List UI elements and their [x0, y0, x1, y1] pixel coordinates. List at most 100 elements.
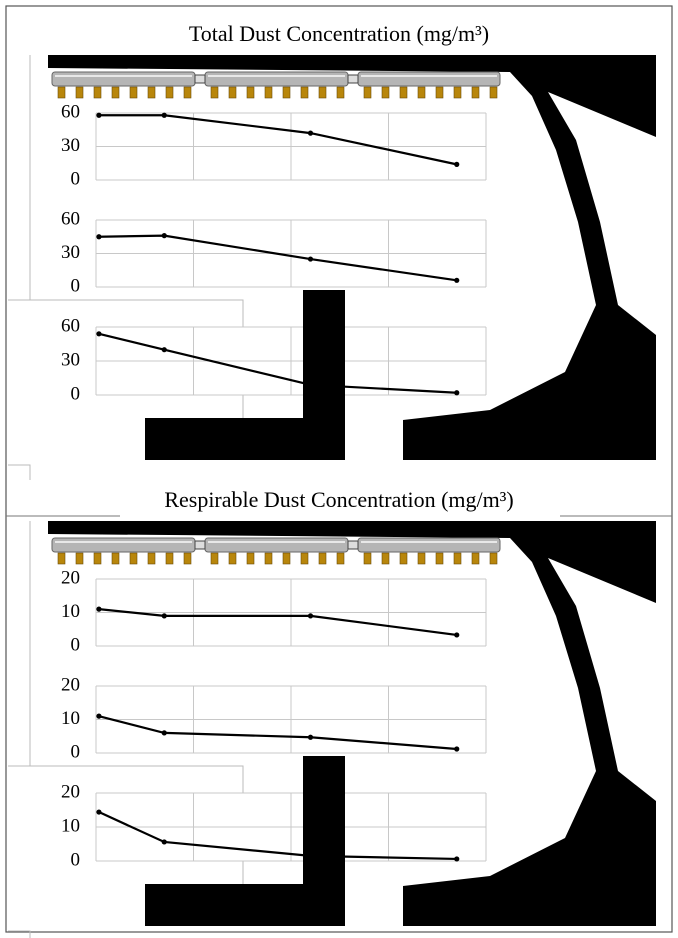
- nozzle: [364, 87, 371, 98]
- nozzle: [382, 87, 389, 98]
- chart: Total Dust Concentration (mg/m³) 0 30 60 0 30…: [0, 0, 678, 938]
- nozzle: [319, 87, 326, 98]
- data-point: [162, 839, 167, 844]
- data-point: [162, 730, 167, 735]
- panel: Respirable Dust Concentration (mg/m³) 0 10…: [8, 486, 656, 938]
- y-tick-label: 20: [61, 674, 80, 695]
- panel-title: Total Dust Concentration (mg/m³): [189, 21, 489, 46]
- y-tick-label: 10: [61, 601, 80, 622]
- data-point: [162, 613, 167, 618]
- nozzle: [211, 553, 218, 564]
- data-point: [454, 856, 459, 861]
- data-point: [308, 735, 313, 740]
- panel-title: Respirable Dust Concentration (mg/m³): [164, 487, 513, 512]
- nozzle: [454, 553, 461, 564]
- nozzle: [283, 553, 290, 564]
- y-tick-label: 60: [61, 208, 80, 229]
- y-tick-label: 0: [71, 275, 81, 296]
- nozzle: [337, 553, 344, 564]
- data-point: [308, 256, 313, 261]
- data-point: [454, 278, 459, 283]
- data-point: [454, 632, 459, 637]
- data-point: [96, 714, 101, 719]
- nozzle: [436, 553, 443, 564]
- nozzle: [265, 87, 272, 98]
- pillar-overlay: [303, 756, 345, 926]
- nozzle: [319, 553, 326, 564]
- data-point: [96, 331, 101, 336]
- y-tick-label: 0: [71, 741, 81, 762]
- nozzle: [472, 87, 479, 98]
- data-point: [96, 607, 101, 612]
- data-point: [454, 390, 459, 395]
- y-tick-label: 0: [71, 168, 81, 189]
- data-point: [162, 113, 167, 118]
- nozzle: [130, 553, 137, 564]
- nozzle: [247, 553, 254, 564]
- y-tick-label: 10: [61, 708, 80, 729]
- panel: Total Dust Concentration (mg/m³) 0 30 60 0 30…: [8, 20, 656, 480]
- connector: [348, 75, 358, 83]
- data-point: [96, 234, 101, 239]
- nozzle: [490, 87, 497, 98]
- pillar-overlay: [303, 290, 345, 460]
- connector: [195, 75, 205, 83]
- y-tick-label: 60: [61, 315, 80, 336]
- nozzle: [166, 87, 173, 98]
- nozzle: [454, 87, 461, 98]
- data-point: [454, 162, 459, 167]
- nozzle: [247, 87, 254, 98]
- nozzle: [148, 553, 155, 564]
- nozzle: [418, 553, 425, 564]
- y-tick-label: 0: [71, 849, 81, 870]
- nozzle: [76, 87, 83, 98]
- nozzle: [211, 87, 218, 98]
- frame-line: [8, 465, 30, 480]
- nozzle: [184, 87, 191, 98]
- frame-line: [8, 55, 30, 300]
- nozzle: [94, 87, 101, 98]
- pipe: [205, 72, 348, 86]
- panels: Total Dust Concentration (mg/m³) 0 30 60 0 30…: [8, 20, 656, 938]
- nozzle: [283, 87, 290, 98]
- connector: [195, 541, 205, 549]
- frame-line: [8, 521, 30, 766]
- nozzle: [400, 87, 407, 98]
- nozzle: [436, 87, 443, 98]
- y-tick-label: 30: [61, 135, 80, 156]
- y-tick-label: 20: [61, 567, 80, 588]
- data-point: [162, 233, 167, 238]
- nozzle: [400, 553, 407, 564]
- y-tick-label: 20: [61, 781, 80, 802]
- y-tick-label: 0: [71, 634, 81, 655]
- data-point: [308, 613, 313, 618]
- nozzle: [184, 553, 191, 564]
- nozzle: [472, 553, 479, 564]
- y-tick-label: 60: [61, 101, 80, 122]
- y-tick-label: 30: [61, 242, 80, 263]
- data-point: [454, 746, 459, 751]
- pipe: [52, 538, 195, 552]
- nozzle: [58, 553, 65, 564]
- nozzle: [364, 553, 371, 564]
- nozzle: [382, 553, 389, 564]
- nozzle: [76, 553, 83, 564]
- nozzle: [337, 87, 344, 98]
- pipe: [358, 538, 500, 552]
- data-point: [96, 809, 101, 814]
- pipe: [52, 72, 195, 86]
- pipe: [205, 538, 348, 552]
- nozzle: [490, 553, 497, 564]
- nozzle: [301, 87, 308, 98]
- nozzle: [148, 87, 155, 98]
- y-tick-label: 10: [61, 815, 80, 836]
- nozzle: [58, 87, 65, 98]
- y-tick-label: 0: [71, 383, 81, 404]
- nozzle: [130, 87, 137, 98]
- nozzle: [265, 553, 272, 564]
- connector: [348, 541, 358, 549]
- nozzle: [112, 553, 119, 564]
- nozzle: [418, 87, 425, 98]
- nozzle: [94, 553, 101, 564]
- nozzle: [229, 553, 236, 564]
